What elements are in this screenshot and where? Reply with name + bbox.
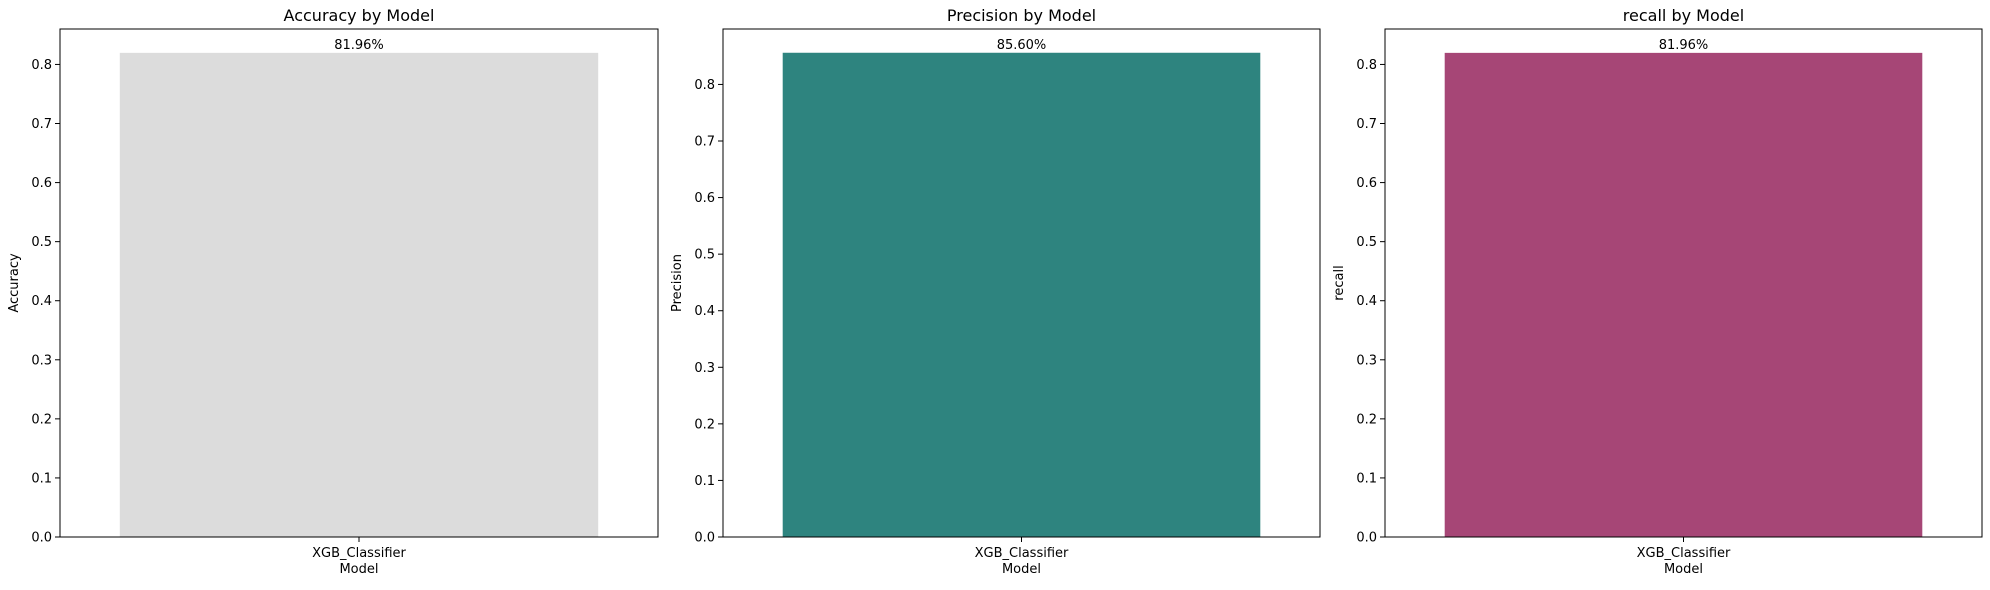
data-label: 81.96% <box>334 38 384 53</box>
plot-frame <box>1384 28 1983 538</box>
y-tick-label: 0.6 <box>31 176 52 191</box>
plot-frame <box>722 28 1321 538</box>
y-axis-label: recall <box>1332 265 1347 300</box>
y-tick-label: 0.5 <box>31 235 52 250</box>
y-tick-label: 0.5 <box>694 248 715 263</box>
plot-frame <box>59 28 659 538</box>
x-axis-label: Model <box>1002 562 1041 577</box>
y-tick-label: 0.3 <box>31 353 52 368</box>
y-tick-label: 0.4 <box>1356 294 1377 309</box>
y-axis-label: Accuracy <box>7 253 22 313</box>
y-tick-label: 0.0 <box>31 531 52 546</box>
y-tick-label: 0.3 <box>694 361 715 376</box>
y-tick-label: 0.2 <box>1356 412 1377 427</box>
y-tick-label: 0.8 <box>31 58 52 73</box>
data-label: 85.60% <box>997 38 1047 53</box>
chart-panel-2: 85.60% XGB_Classifier 0.0 0.1 0.2 0.3 0.4 0.5 0.… <box>670 6 1321 577</box>
y-tick-label: 0.4 <box>694 304 715 319</box>
y-tick-label: 0.0 <box>1356 531 1377 546</box>
y-tick-label: 0.1 <box>31 471 52 486</box>
x-axis-label: Model <box>339 562 378 577</box>
data-label: 81.96% <box>1659 38 1709 53</box>
y-tick-label: 0.2 <box>31 412 52 427</box>
y-tick-label: 0.5 <box>1356 235 1377 250</box>
chart-panel-1: 81.96% XGB_Classifier 0.0 0.1 0.2 0.3 0.4 0.5 0.… <box>7 6 659 577</box>
y-tick-label: 0.4 <box>31 294 52 309</box>
y-tick-label: 0.3 <box>1356 353 1377 368</box>
chart-panel-3: 81.96% XGB_Classifier 0.0 0.1 0.2 0.3 0.4 0.5 0.… <box>1332 6 1983 577</box>
y-tick-label: 0.7 <box>31 117 52 132</box>
x-tick-label: XGB_Classifier <box>312 546 406 561</box>
y-tick-label: 0.8 <box>1356 58 1377 73</box>
x-axis-label: Model <box>1664 562 1703 577</box>
y-tick-label: 0.7 <box>1356 117 1377 132</box>
y-tick-label: 0.6 <box>694 191 715 206</box>
x-tick-label: XGB_Classifier <box>975 546 1069 561</box>
bar <box>1444 52 1923 537</box>
chart-title: recall by Model <box>1623 6 1744 25</box>
y-tick-label: 0.7 <box>694 135 715 150</box>
y-axis-label: Precision <box>670 254 685 312</box>
bar <box>119 52 599 537</box>
chart-title: Accuracy by Model <box>284 6 435 25</box>
y-tick-label: 0.1 <box>694 474 715 489</box>
y-tick-label: 0.6 <box>1356 176 1377 191</box>
y-tick-label: 0.8 <box>694 78 715 93</box>
y-tick-label: 0.0 <box>694 531 715 546</box>
chart-title: Precision by Model <box>947 6 1096 25</box>
bar <box>782 52 1261 538</box>
x-tick-label: XGB_Classifier <box>1637 546 1731 561</box>
y-tick-label: 0.2 <box>694 417 715 432</box>
y-tick-label: 0.1 <box>1356 471 1377 486</box>
